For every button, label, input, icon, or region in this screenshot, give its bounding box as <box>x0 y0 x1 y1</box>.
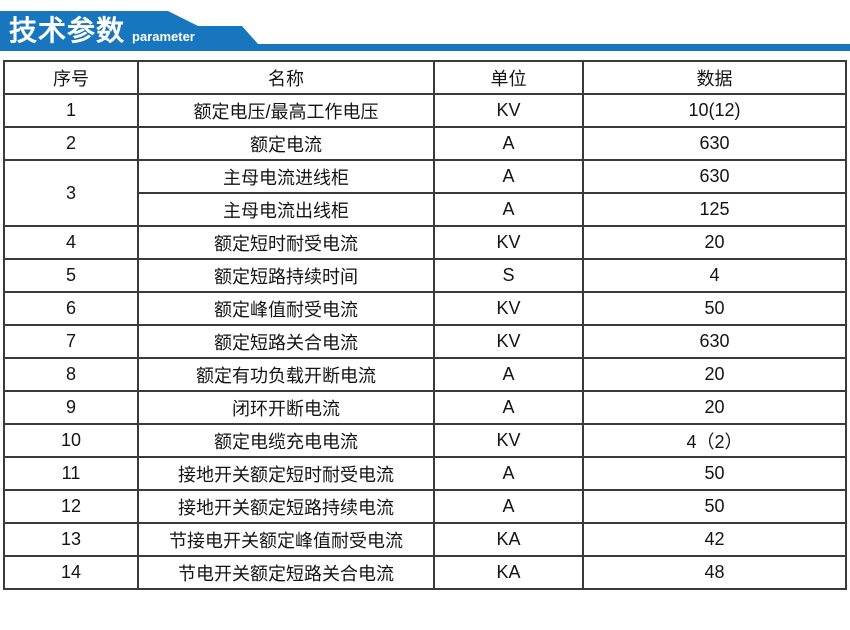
header-unit: 单位 <box>433 60 584 95</box>
table-row: 7 额定短路关合电流 KV 630 <box>3 324 847 359</box>
value-cell: 48 <box>582 555 847 590</box>
unit-cell: KV <box>433 423 584 458</box>
value-cell: 50 <box>582 291 847 326</box>
name-cell: 闭环开断电流 <box>137 390 435 425</box>
serial-cell: 14 <box>3 555 139 590</box>
table-row: 6 额定峰值耐受电流 KV 50 <box>3 291 847 326</box>
header-name: 名称 <box>137 60 435 95</box>
serial-cell: 9 <box>3 390 139 425</box>
name-cell: 主母电流进线柜 <box>137 159 435 194</box>
unit-cell: A <box>433 489 584 524</box>
table-row: 2 额定电流 A 630 <box>3 126 847 161</box>
unit-cell: A <box>433 456 584 491</box>
name-cell: 额定电缆充电电流 <box>137 423 435 458</box>
unit-cell: A <box>433 159 584 194</box>
value-cell: 630 <box>582 126 847 161</box>
serial-cell: 5 <box>3 258 139 293</box>
name-cell: 额定电流 <box>137 126 435 161</box>
name-cell: 节电开关额定短路关合电流 <box>137 555 435 590</box>
unit-cell: A <box>433 357 584 392</box>
unit-cell: KV <box>433 291 584 326</box>
name-cell: 接地开关额定短时耐受电流 <box>137 456 435 491</box>
serial-cell: 3 <box>3 159 139 227</box>
name-cell: 额定电压/最高工作电压 <box>137 93 435 128</box>
table-body: 1 额定电压/最高工作电压 KV 10(12) 2 额定电流 A 630 3 主母电流进线柜 A 63… <box>3 93 847 590</box>
header-serial: 序号 <box>3 60 139 95</box>
unit-cell: S <box>433 258 584 293</box>
name-cell: 主母电流出线柜 <box>137 192 435 227</box>
serial-cell: 10 <box>3 423 139 458</box>
name-cell: 节接电开关额定峰值耐受电流 <box>137 522 435 557</box>
unit-cell: KA <box>433 555 584 590</box>
value-cell: 50 <box>582 489 847 524</box>
table-row: 11 接地开关额定短时耐受电流 A 50 <box>3 456 847 491</box>
unit-cell: KV <box>433 93 584 128</box>
unit-cell: A <box>433 390 584 425</box>
value-cell: 630 <box>582 324 847 359</box>
serial-cell: 4 <box>3 225 139 260</box>
serial-cell: 1 <box>3 93 139 128</box>
value-cell: 20 <box>582 357 847 392</box>
serial-cell: 7 <box>3 324 139 359</box>
section-subtitle: parameter <box>132 29 195 44</box>
serial-cell: 8 <box>3 357 139 392</box>
value-cell: 20 <box>582 390 847 425</box>
serial-cell: 2 <box>3 126 139 161</box>
value-cell: 10(12) <box>582 93 847 128</box>
serial-cell: 11 <box>3 456 139 491</box>
name-cell: 额定有功负载开断电流 <box>137 357 435 392</box>
unit-cell: A <box>433 126 584 161</box>
unit-cell: KA <box>433 522 584 557</box>
table-row: 9 闭环开断电流 A 20 <box>3 390 847 425</box>
value-cell: 20 <box>582 225 847 260</box>
name-cell: 额定短时耐受电流 <box>137 225 435 260</box>
serial-cell: 13 <box>3 522 139 557</box>
table-row: 5 额定短路持续时间 S 4 <box>3 258 847 293</box>
value-cell: 4（2） <box>582 423 847 458</box>
value-cell: 4 <box>582 258 847 293</box>
name-cell: 接地开关额定短路持续电流 <box>137 489 435 524</box>
parameter-table: 序号 名称 单位 数据 1 额定电压/最高工作电压 KV 10(12) 2 额定电流 A 63… <box>3 60 847 590</box>
table-row: 14 节电开关额定短路关合电流 KA 48 <box>3 555 847 590</box>
unit-cell: A <box>433 192 584 227</box>
serial-cell: 12 <box>3 489 139 524</box>
table-row: 13 节接电开关额定峰值耐受电流 KA 42 <box>3 522 847 557</box>
value-cell: 42 <box>582 522 847 557</box>
unit-cell: KV <box>433 225 584 260</box>
table-row: 3 主母电流进线柜 A 630 <box>3 159 847 227</box>
table-row: 1 额定电压/最高工作电压 KV 10(12) <box>3 93 847 128</box>
value-cell: 50 <box>582 456 847 491</box>
table-row: 8 额定有功负载开断电流 A 20 <box>3 357 847 392</box>
table-row: 12 接地开关额定短路持续电流 A 50 <box>3 489 847 524</box>
section-banner: 技术参数 parameter <box>0 11 850 51</box>
value-cell: 125 <box>582 192 847 227</box>
table-row: 10 额定电缆充电电流 KV 4（2） <box>3 423 847 458</box>
table-row: 主母电流出线柜 A 125 <box>4 192 847 227</box>
table-header-row: 序号 名称 单位 数据 <box>3 60 847 95</box>
table-row: 4 额定短时耐受电流 KV 20 <box>3 225 847 260</box>
serial-cell: 6 <box>3 291 139 326</box>
name-cell: 额定短路关合电流 <box>137 324 435 359</box>
unit-cell: KV <box>433 324 584 359</box>
name-cell: 额定短路持续时间 <box>137 258 435 293</box>
section-title: 技术参数 <box>9 15 126 46</box>
header-data: 数据 <box>582 60 847 95</box>
name-cell: 额定峰值耐受电流 <box>137 291 435 326</box>
value-cell: 630 <box>582 159 847 194</box>
